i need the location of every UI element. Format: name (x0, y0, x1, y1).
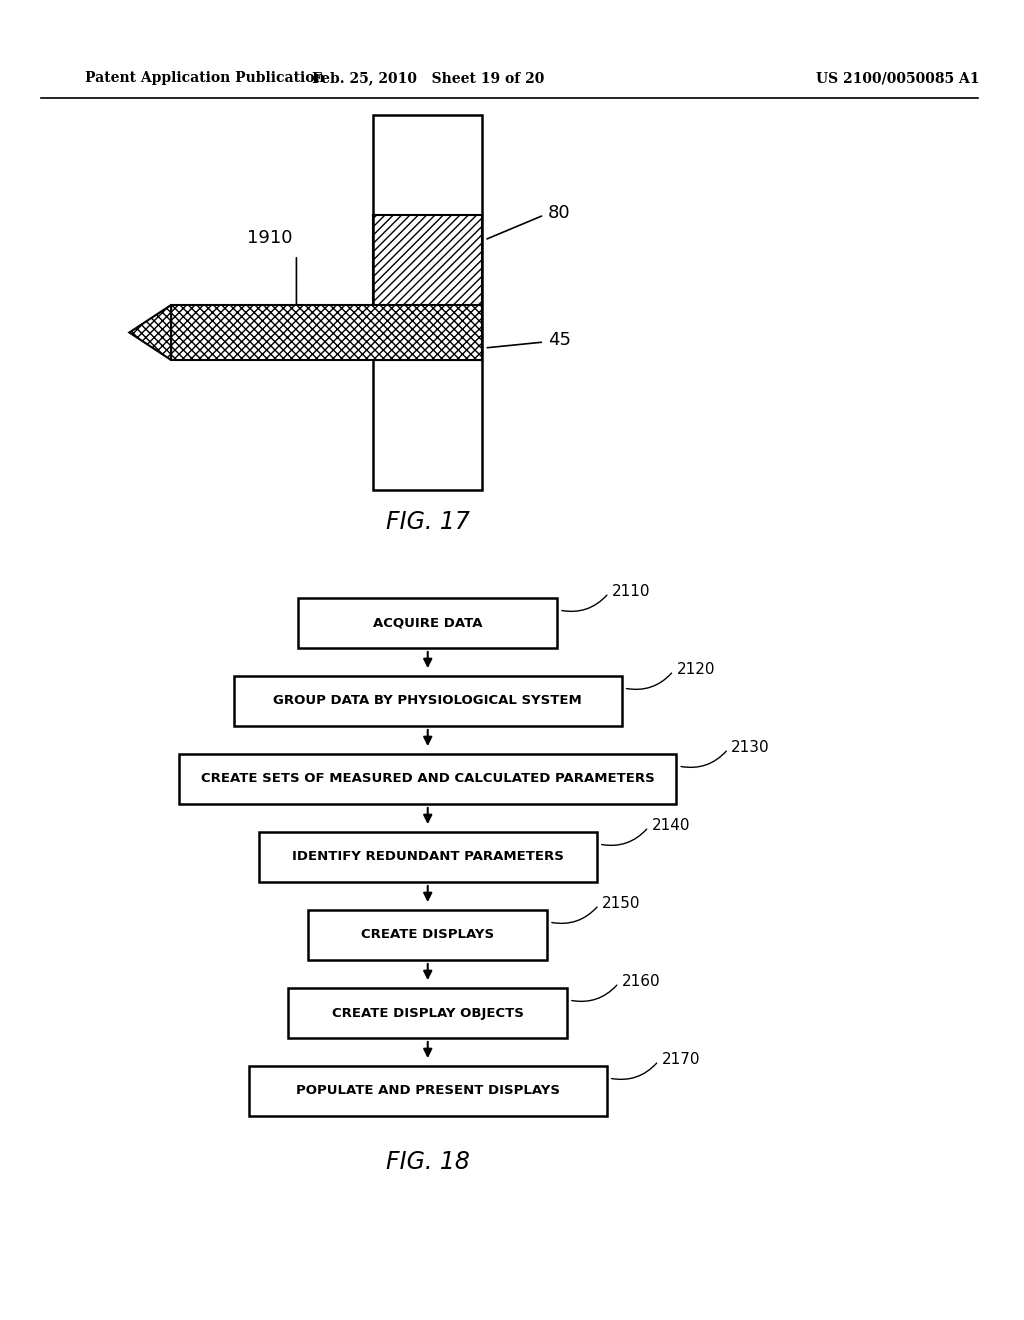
Text: 2110: 2110 (611, 583, 650, 598)
Text: 2120: 2120 (677, 661, 715, 676)
Text: 2140: 2140 (651, 817, 690, 833)
Bar (179, 754, 677, 804)
Bar (171, 305, 482, 360)
Text: 2170: 2170 (662, 1052, 700, 1067)
Text: 45: 45 (548, 331, 571, 348)
Bar (259, 832, 597, 882)
Bar (249, 1067, 607, 1115)
Text: 2160: 2160 (622, 974, 660, 989)
Text: Feb. 25, 2010   Sheet 19 of 20: Feb. 25, 2010 Sheet 19 of 20 (311, 71, 544, 84)
Text: Patent Application Publication: Patent Application Publication (85, 71, 325, 84)
Text: CREATE DISPLAY OBJECTS: CREATE DISPLAY OBJECTS (332, 1006, 523, 1019)
Bar (373, 215, 482, 360)
Text: FIG. 18: FIG. 18 (386, 1150, 470, 1173)
Text: 2150: 2150 (602, 895, 640, 911)
Bar (171, 305, 482, 360)
Text: GROUP DATA BY PHYSIOLOGICAL SYSTEM: GROUP DATA BY PHYSIOLOGICAL SYSTEM (273, 694, 582, 708)
Bar (373, 115, 482, 490)
Bar (289, 987, 567, 1038)
Text: ACQUIRE DATA: ACQUIRE DATA (373, 616, 482, 630)
Bar (233, 676, 622, 726)
Polygon shape (129, 305, 171, 360)
Text: 2130: 2130 (731, 739, 770, 755)
Text: CREATE DISPLAYS: CREATE DISPLAYS (361, 928, 495, 941)
Text: IDENTIFY REDUNDANT PARAMETERS: IDENTIFY REDUNDANT PARAMETERS (292, 850, 563, 863)
Bar (298, 598, 557, 648)
Text: US 2100/0050085 A1: US 2100/0050085 A1 (816, 71, 979, 84)
Text: FIG. 17: FIG. 17 (386, 510, 470, 535)
Text: CREATE SETS OF MEASURED AND CALCULATED PARAMETERS: CREATE SETS OF MEASURED AND CALCULATED P… (201, 772, 654, 785)
Text: 80: 80 (548, 205, 570, 222)
Bar (373, 215, 482, 360)
Text: 1910: 1910 (247, 228, 292, 247)
Text: POPULATE AND PRESENT DISPLAYS: POPULATE AND PRESENT DISPLAYS (296, 1085, 560, 1097)
Bar (308, 909, 547, 960)
